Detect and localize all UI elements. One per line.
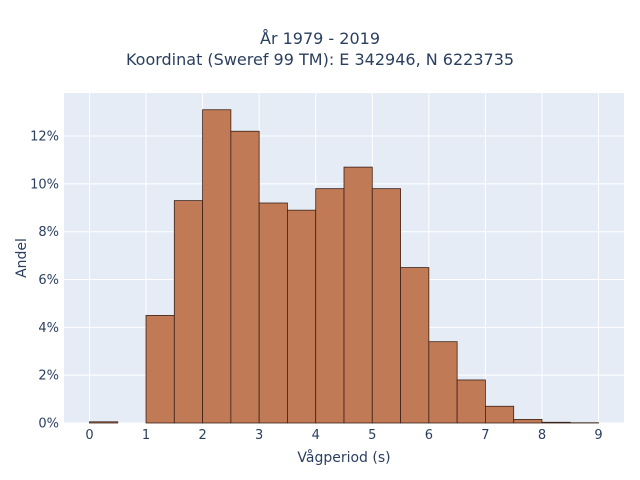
x-tick-label: 9 [594, 428, 602, 443]
y-tick-label: 8% [38, 225, 59, 240]
histogram-bar [371, 188, 401, 424]
x-tick-label: 7 [481, 428, 489, 443]
y-tick-label: 6% [38, 273, 59, 288]
histogram-bar [456, 379, 486, 424]
x-tick-label: 4 [312, 428, 320, 443]
histogram-bar [89, 421, 119, 424]
x-tick-label: 5 [368, 428, 376, 443]
histogram-bar [173, 200, 203, 424]
bars [89, 109, 599, 424]
histogram-bar [485, 405, 515, 424]
histogram-bar [400, 267, 430, 424]
y-tick-label: 0% [38, 417, 59, 432]
y-axis-label: Andel [14, 238, 30, 278]
histogram-bar [202, 109, 232, 424]
histogram-bar [428, 341, 458, 424]
x-tick-label: 0 [85, 428, 93, 443]
histogram-bar [315, 188, 345, 424]
x-axis-label: Vågperiod (s) [297, 449, 390, 466]
x-tick-label: 6 [425, 428, 433, 443]
histogram-bar [541, 421, 571, 424]
x-tick-label: 3 [255, 428, 263, 443]
chart-subtitle: Koordinat (Sweref 99 TM): E 342946, N 62… [125, 50, 515, 69]
y-axis-ticks: 0% 2% 4% 6% 8% 10% 12% [30, 130, 59, 432]
x-tick-label: 2 [198, 428, 206, 443]
x-axis-ticks: 0 1 2 3 4 5 6 7 8 9 [85, 428, 602, 443]
histogram-bar [230, 130, 260, 424]
histogram-bar [258, 202, 288, 424]
x-tick-label: 1 [142, 428, 150, 443]
histogram-bar [145, 314, 175, 424]
chart-title: År 1979 - 2019 [260, 29, 380, 48]
y-tick-label: 10% [30, 177, 59, 192]
y-tick-label: 2% [38, 369, 59, 384]
y-tick-label: 4% [38, 321, 59, 336]
histogram-bar [287, 209, 317, 424]
x-tick-label: 8 [538, 428, 546, 443]
histogram-bar [513, 419, 543, 424]
histogram-bar [343, 166, 373, 424]
y-tick-label: 12% [30, 130, 59, 145]
